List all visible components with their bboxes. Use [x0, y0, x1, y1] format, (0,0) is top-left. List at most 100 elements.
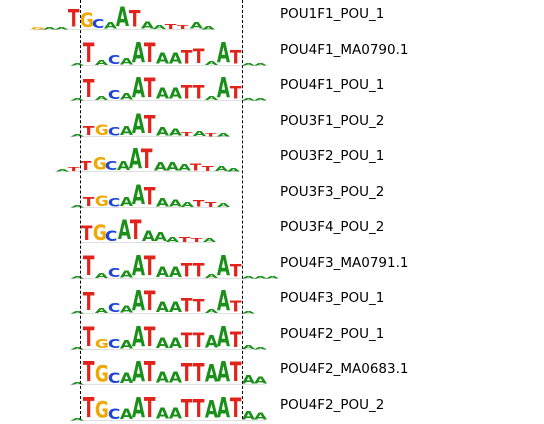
logo-letter-G: G [79, 8, 94, 32]
logo-letter-G: G [93, 219, 108, 246]
logo-letter-A: A [253, 374, 268, 386]
logo-letter-T: T [192, 198, 205, 209]
motif-label: POU4F2_POU_2 [280, 397, 385, 413]
logo-letter-A: A [70, 346, 85, 351]
logo-baseline [70, 349, 266, 350]
logo-letter-T: T [180, 130, 193, 138]
logo-letter-A: A [156, 195, 170, 210]
logo-letter-T: T [180, 258, 193, 281]
logo-letter-A: A [168, 197, 182, 209]
logo-letter-A: A [217, 248, 231, 282]
logo-letter-C: C [107, 369, 120, 387]
logo-letter-T: T [144, 320, 156, 353]
logo-letter-T: T [128, 5, 141, 33]
logo-letter-A: A [217, 283, 231, 317]
logo-letter-T: T [190, 236, 203, 244]
logo-letter-T: T [229, 297, 242, 316]
logo-letter-T: T [165, 22, 177, 31]
logo-letter-A: A [217, 201, 231, 209]
logo-letter-T: T [141, 142, 153, 175]
motif-label: POU4F2_POU_1 [280, 326, 385, 342]
motif-label: POU3F4_POU_2 [280, 219, 385, 235]
logo-letter-A: A [119, 405, 133, 423]
logo-letter-T: T [192, 295, 205, 316]
logo-baseline [70, 65, 266, 66]
logo-letter-A: A [253, 346, 268, 351]
logo-letter-A: A [119, 91, 133, 102]
logo-letter-A: A [241, 372, 255, 387]
logo-letter-A: A [131, 354, 146, 388]
logo-letter-A: A [168, 368, 182, 387]
logo-letter-A: A [70, 204, 85, 209]
logo-letter-T: T [83, 194, 95, 210]
logo-letter-T: T [229, 355, 242, 388]
logo-letter-T: T [129, 213, 142, 246]
logo-letter-C: C [105, 227, 118, 245]
logo-letter-A: A [119, 194, 133, 210]
logo-letter-A: A [55, 168, 70, 173]
logo-letter-A: A [189, 20, 203, 31]
logo-baseline [70, 313, 253, 314]
logo-letter-A: A [205, 394, 219, 424]
logo-letter-T: T [144, 109, 156, 140]
logo-letter-A: A [141, 227, 156, 245]
logo-letter-A: A [168, 84, 182, 103]
logo-letter-A: A [156, 368, 170, 387]
logo-letter-A: A [168, 263, 182, 281]
logo-letter-T: T [202, 164, 214, 173]
logo-letter-A: A [253, 62, 268, 67]
motif-label: POU3F2_POU_1 [280, 148, 385, 164]
motif-label: POU3F1_POU_2 [280, 113, 385, 129]
logo-letter-G: G [95, 396, 110, 424]
logo-letter-T: T [190, 161, 202, 173]
motif-label: POU4F1_POU_1 [280, 77, 385, 93]
logo-letter-A: A [253, 410, 268, 422]
logo-letter-A: A [70, 275, 85, 280]
logo-letter-T: T [83, 73, 95, 104]
logo-letter-A: A [131, 178, 146, 211]
logo-letter-A: A [119, 337, 133, 352]
logo-letter-G: G [95, 192, 110, 210]
logo-baseline [70, 100, 266, 101]
logo-baseline [70, 207, 229, 208]
logo-baseline [70, 278, 278, 279]
logo-letter-A: A [55, 26, 69, 31]
logo-letter-A: A [70, 62, 85, 67]
logo-letter-A: A [241, 62, 255, 67]
logo-letter-A: A [166, 235, 180, 244]
logo-letter-A: A [156, 49, 170, 68]
logo-letter-A: A [131, 248, 146, 282]
logo-letter-T: T [180, 45, 193, 68]
logo-letter-A: A [131, 70, 146, 104]
logo-letter-T: T [83, 320, 95, 353]
logo-letter-A: A [131, 390, 146, 424]
logo-letter-A: A [253, 275, 268, 280]
logo-letter-A: A [129, 141, 143, 175]
logo-letter-A: A [177, 162, 192, 173]
logo-letter-A: A [241, 275, 255, 280]
logo-letter-T: T [83, 390, 95, 424]
logo-letter-A: A [217, 390, 231, 424]
logo-letter-T: T [178, 235, 191, 244]
logo-letter-T: T [144, 36, 156, 69]
logo-letter-A: A [165, 159, 179, 174]
motif-label: POU4F1_MA0790.1 [280, 42, 409, 58]
logo-letter-T: T [229, 391, 242, 424]
logo-letter-C: C [91, 16, 105, 32]
logo-letter-A: A [43, 26, 57, 31]
logo-letter-T: T [144, 354, 156, 388]
logo-letter-A: A [104, 20, 118, 31]
logo-letter-T: T [180, 328, 193, 352]
logo-baseline [30, 29, 213, 30]
logo-letter-A: A [241, 310, 255, 315]
logo-letter-A: A [217, 319, 231, 353]
logo-letter-G: G [95, 336, 110, 352]
